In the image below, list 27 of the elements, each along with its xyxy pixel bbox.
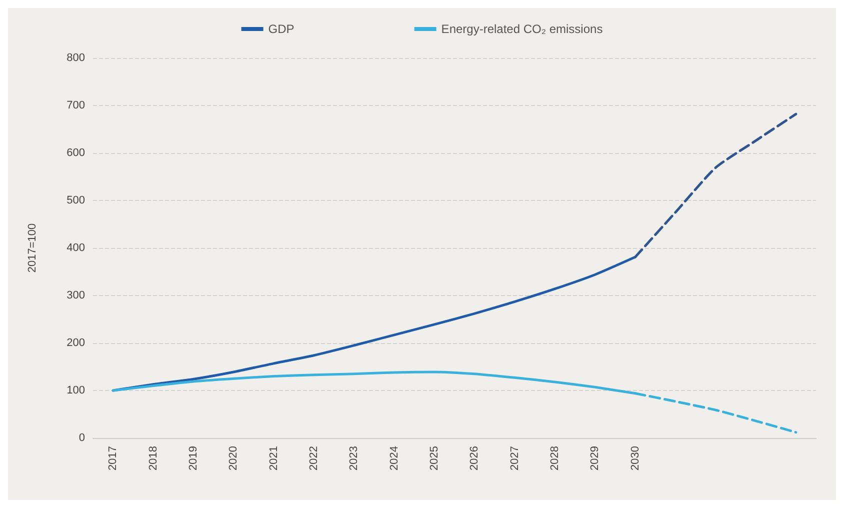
line-series [634, 112, 798, 258]
x-tick-label: 2029 [589, 446, 602, 470]
y-tick-label: 500 [66, 194, 85, 206]
y-tick-label: 0 [78, 432, 85, 444]
x-tick-label: 2022 [308, 446, 320, 470]
legend-label: GDP [268, 22, 294, 36]
x-tick-label: 2020 [228, 446, 240, 470]
x-tick-label: 2021 [268, 446, 280, 470]
x-tick-label: 2024 [388, 446, 400, 470]
y-tick-label: 600 [66, 147, 85, 159]
x-tick-label: 2026 [468, 446, 481, 470]
y-tick-label: 300 [66, 290, 85, 302]
y-tick-label: 700 [66, 100, 85, 112]
x-tick-label: 2019 [187, 446, 200, 470]
y-tick-label: 200 [66, 337, 85, 349]
x-tick-label: 2017 [107, 446, 120, 470]
x-tick-label: 2025 [428, 446, 440, 470]
y-tick-label: 800 [66, 52, 85, 64]
y-tick-label: 100 [66, 384, 85, 396]
y-tick-label: 400 [66, 242, 85, 254]
y-axis-title: 2017=100 [26, 223, 38, 273]
x-tick-label: 2023 [348, 446, 360, 470]
x-tick-label: 2018 [147, 446, 160, 470]
x-tick-label: 2027 [508, 446, 521, 470]
legend-label: Energy-related CO₂ emissions [441, 22, 603, 36]
x-tick-label: 2030 [629, 446, 642, 470]
x-tick-label: 2028 [548, 446, 561, 470]
